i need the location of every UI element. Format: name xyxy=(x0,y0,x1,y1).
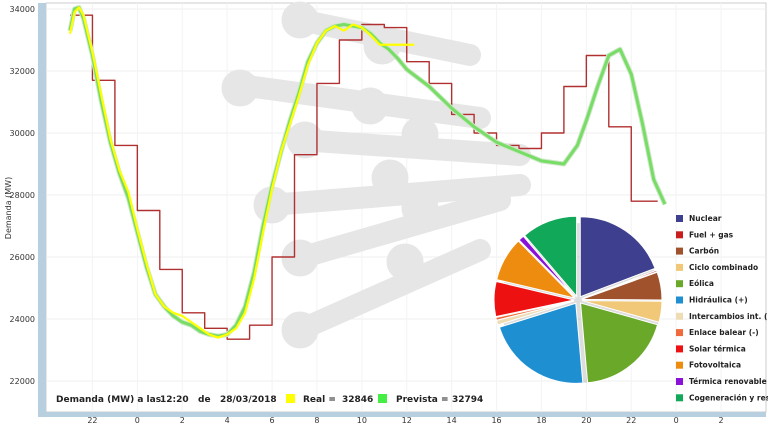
pie-slice xyxy=(523,215,578,298)
x-tick-label: 0 xyxy=(674,416,679,425)
x-axis-ticks: 22 0 2 4 6 8 10 12 14 16 18 20 22 0 2 xyxy=(87,416,723,425)
legend-swatch xyxy=(676,378,683,385)
y-tick-label: 28000 xyxy=(10,191,35,200)
x-axis-bar xyxy=(38,412,766,417)
status-label: Demanda (MW) a las xyxy=(56,395,161,405)
x-tick-label: 20 xyxy=(581,416,591,425)
x-tick-label: 8 xyxy=(314,416,319,425)
x-tick-label: 2 xyxy=(180,416,185,425)
pie-slice xyxy=(493,280,575,318)
pie-slice xyxy=(495,300,575,321)
x-tick-label: 6 xyxy=(270,416,275,425)
x-tick-label: 12 xyxy=(402,416,412,425)
pie-slice xyxy=(496,240,577,299)
x-tick-label: 22 xyxy=(87,416,97,425)
x-tick-label: 22 xyxy=(626,416,636,425)
x-tick-label: 2 xyxy=(719,416,724,425)
prevista-value: 32794 xyxy=(452,395,483,405)
series-real-line xyxy=(68,6,415,339)
status-de: de xyxy=(198,395,211,405)
legend-swatch xyxy=(676,263,683,271)
x-tick-label: 16 xyxy=(491,416,501,425)
pie-slice xyxy=(581,271,663,301)
pie-slice xyxy=(579,216,656,298)
y-axis-label: Demanda (MW) xyxy=(4,177,13,239)
y-axis-bar xyxy=(38,3,46,412)
x-tick-label: 0 xyxy=(135,416,140,425)
prevista-label: Prevista = xyxy=(396,395,449,405)
real-label: Real = xyxy=(303,395,336,405)
legend-swatch xyxy=(676,329,683,337)
prevista-swatch xyxy=(378,394,387,403)
series-lines xyxy=(67,4,668,340)
pie-legend: Nuclear Fuel + gas Carbón Ciclo combinado Eó… xyxy=(676,214,768,402)
y-tick-label: 24000 xyxy=(10,315,35,324)
real-swatch xyxy=(286,394,295,403)
legend-label: Enlace balear (-) xyxy=(689,328,759,337)
legend-swatch xyxy=(676,361,683,369)
pie-slice xyxy=(581,300,663,323)
y-tick-label: 32000 xyxy=(10,67,35,76)
legend-swatch xyxy=(676,312,683,320)
legend-label: Eólica xyxy=(689,279,714,288)
legend-label: Térmica renovable xyxy=(689,377,767,386)
legend-swatch xyxy=(676,345,683,353)
legend-swatch xyxy=(676,215,683,222)
y-tick-label: 30000 xyxy=(10,129,35,138)
legend-label: Carbón xyxy=(689,247,719,256)
legend-label: Fuel + gas xyxy=(689,230,734,239)
legend-label: Ciclo combinado xyxy=(689,263,758,272)
legend-label: Solar térmica xyxy=(689,344,746,353)
legend-swatch xyxy=(676,296,683,304)
x-tick-label: 4 xyxy=(225,416,230,425)
legend-label: Hidráulica (+) xyxy=(689,296,748,305)
legend-swatch xyxy=(676,231,683,239)
legend-label: Fotovoltaica xyxy=(689,361,741,370)
x-tick-label: 18 xyxy=(536,416,546,425)
legend-swatch xyxy=(676,394,683,402)
real-value: 32846 xyxy=(342,395,373,405)
pie-slice xyxy=(518,235,576,298)
status-time: 12:20 xyxy=(160,395,189,405)
pie-slice xyxy=(498,302,584,384)
x-tick-label: 14 xyxy=(447,416,457,425)
y-axis-ticks: 22000 24000 26000 28000 30000 32000 34000 xyxy=(10,5,35,386)
y-tick-label: 22000 xyxy=(10,377,35,386)
generation-mix-pie xyxy=(493,215,663,384)
legend-swatch xyxy=(676,280,683,288)
legend-label: Intercambios int. (+) xyxy=(689,312,768,321)
pie-slice xyxy=(579,302,659,384)
legend-label: Cogeneración y resto xyxy=(689,393,768,402)
series-programada-line xyxy=(70,14,658,340)
y-tick-label: 26000 xyxy=(10,253,35,262)
pie-slice xyxy=(581,269,658,300)
x-tick-label: 10 xyxy=(357,416,367,425)
status-bar: Demanda (MW) a las 12:20 de 28/03/2018 R… xyxy=(56,394,483,405)
legend-swatch xyxy=(676,247,683,255)
y-tick-label: 34000 xyxy=(10,5,35,14)
status-date: 28/03/2018 xyxy=(220,395,277,405)
legend-label: Nuclear xyxy=(689,214,722,223)
